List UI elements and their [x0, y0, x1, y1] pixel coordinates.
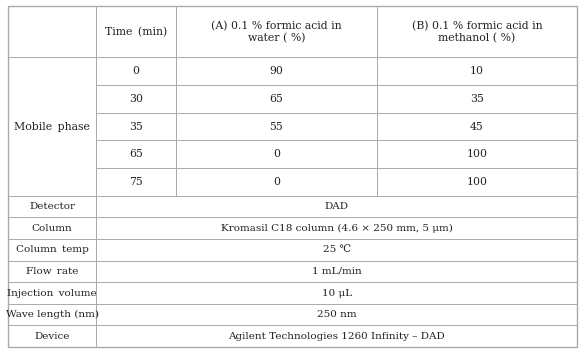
Text: 10: 10 — [470, 66, 484, 76]
Bar — [8, 261, 96, 282]
Text: 250 nm: 250 nm — [317, 310, 356, 319]
Bar — [96, 304, 577, 325]
Text: 45: 45 — [470, 122, 484, 132]
Bar — [8, 57, 96, 196]
Bar — [8, 304, 96, 325]
Bar — [176, 85, 377, 113]
Text: 25 ℃: 25 ℃ — [322, 245, 350, 255]
Bar — [96, 196, 577, 217]
Bar — [96, 217, 577, 239]
Text: Column: Column — [32, 224, 73, 233]
Text: 30: 30 — [129, 94, 143, 104]
Bar — [8, 196, 96, 217]
Bar — [8, 6, 96, 57]
Text: 0: 0 — [133, 66, 140, 76]
Text: 100: 100 — [466, 149, 487, 159]
Bar — [377, 85, 577, 113]
Bar — [96, 6, 176, 57]
Text: Detector: Detector — [29, 202, 75, 211]
Text: Flow rate: Flow rate — [26, 267, 78, 276]
Bar — [8, 282, 96, 304]
Bar — [96, 57, 176, 85]
Bar — [96, 85, 176, 113]
Text: Device: Device — [35, 332, 70, 341]
Bar — [176, 113, 377, 140]
Bar — [96, 282, 577, 304]
Bar — [377, 57, 577, 85]
Text: 0: 0 — [273, 177, 280, 187]
Text: 35: 35 — [470, 94, 484, 104]
Text: (B) 0.1 % formic acid in
methanol ( %): (B) 0.1 % formic acid in methanol ( %) — [411, 20, 542, 43]
Bar — [377, 140, 577, 168]
Bar — [377, 6, 577, 57]
Bar — [176, 6, 377, 57]
Bar — [96, 140, 176, 168]
Text: Column temp: Column temp — [16, 245, 88, 255]
Text: 90: 90 — [269, 66, 283, 76]
Text: 65: 65 — [129, 149, 143, 159]
Bar — [8, 239, 96, 261]
Bar — [176, 57, 377, 85]
Text: (A) 0.1 % formic acid in
water ( %): (A) 0.1 % formic acid in water ( %) — [211, 20, 342, 43]
Text: 10 μL: 10 μL — [322, 288, 352, 298]
Bar — [8, 325, 96, 347]
Text: Time (min): Time (min) — [105, 26, 167, 37]
Bar — [96, 168, 176, 196]
Bar — [96, 239, 577, 261]
Bar — [96, 113, 176, 140]
Text: Agilent Technologies 1260 Infinity – DAD: Agilent Technologies 1260 Infinity – DAD — [228, 332, 445, 341]
Bar — [176, 168, 377, 196]
Text: DAD: DAD — [325, 202, 349, 211]
Text: 0: 0 — [273, 149, 280, 159]
Text: 75: 75 — [129, 177, 143, 187]
Text: Kromasil C18 column (4.6 × 250 mm, 5 μm): Kromasil C18 column (4.6 × 250 mm, 5 μm) — [221, 224, 453, 233]
Text: Mobile phase: Mobile phase — [14, 122, 90, 132]
Bar — [96, 261, 577, 282]
Text: 55: 55 — [270, 122, 283, 132]
Bar — [176, 140, 377, 168]
Text: 35: 35 — [129, 122, 143, 132]
Text: 65: 65 — [269, 94, 283, 104]
Bar — [377, 113, 577, 140]
Bar — [8, 217, 96, 239]
Text: Wave length (nm): Wave length (nm) — [6, 310, 99, 319]
Text: 100: 100 — [466, 177, 487, 187]
Text: 1 mL/min: 1 mL/min — [312, 267, 362, 276]
Bar — [377, 168, 577, 196]
Bar — [96, 325, 577, 347]
Text: Injection volume: Injection volume — [7, 288, 97, 298]
